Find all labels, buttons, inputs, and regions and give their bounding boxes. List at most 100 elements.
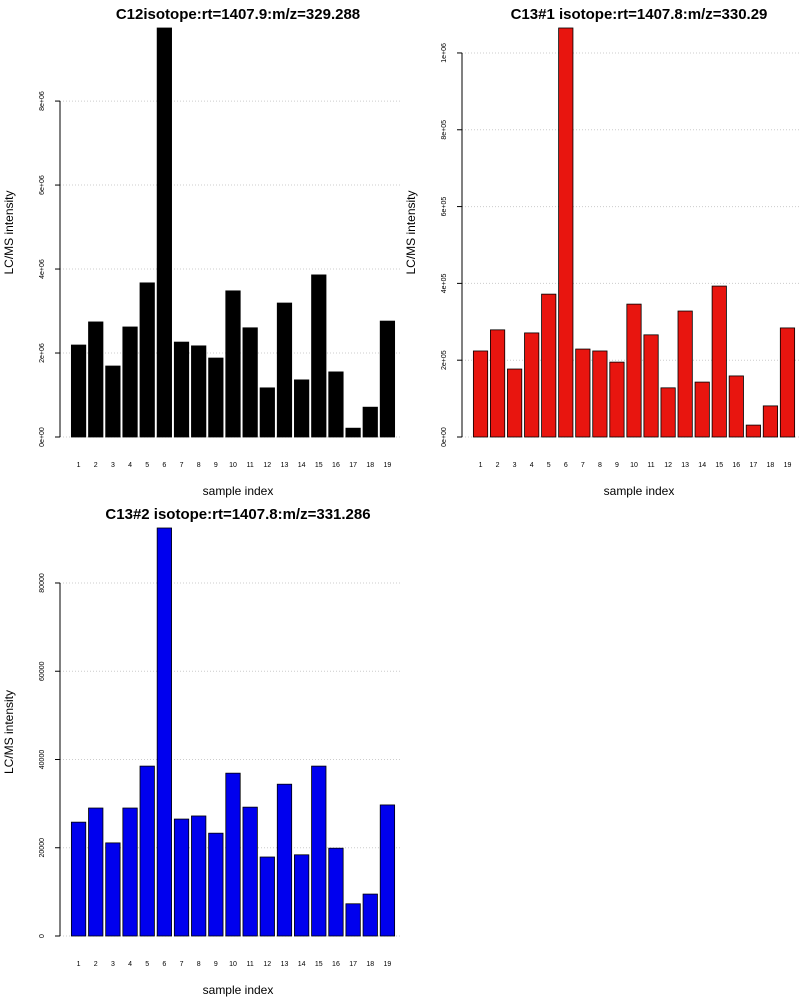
x-tick-label: 5 (547, 462, 551, 469)
bar (362, 893, 378, 937)
x-axis-title: sample index (203, 484, 274, 498)
bar (345, 427, 361, 438)
bar (524, 332, 540, 438)
x-tick-label: 1 (77, 462, 81, 469)
bar (311, 274, 327, 438)
bar (173, 341, 190, 438)
bar (242, 806, 258, 937)
x-tick-label: 7 (180, 961, 184, 968)
bar (694, 381, 710, 438)
x-tick-label: 19 (384, 961, 392, 968)
y-tick-label: 8e+05 (441, 120, 448, 140)
y-tick-label: 8e+06 (39, 91, 46, 111)
bar (105, 365, 121, 438)
x-tick-label: 3 (111, 961, 115, 968)
bar (122, 807, 138, 937)
y-tick-label: 2e+05 (441, 350, 448, 370)
x-tick-label: 11 (247, 961, 254, 968)
y-axis-title: LC/MS intensity (2, 190, 16, 274)
x-tick-label: 18 (366, 462, 374, 469)
bar (362, 406, 378, 438)
bar (276, 302, 293, 438)
x-tick-label: 14 (698, 462, 706, 469)
bar (208, 832, 224, 937)
bar (259, 856, 275, 937)
x-tick-label: 16 (332, 961, 340, 968)
y-axis-title: LC/MS intensity (404, 190, 418, 274)
x-tick-label: 8 (197, 961, 201, 968)
chart-title: C13#2 isotope:rt=1407.8:m/z=331.286 (105, 506, 370, 523)
bar (191, 345, 207, 438)
bar (328, 371, 344, 438)
x-tick-label: 18 (366, 961, 374, 968)
bar (225, 290, 241, 438)
x-tick-label: 17 (349, 961, 357, 968)
x-tick-label: 12 (263, 961, 271, 968)
bar (276, 783, 293, 937)
bar (541, 293, 557, 438)
y-tick-label: 0e+00 (441, 427, 448, 447)
x-tick-label: 3 (513, 462, 517, 469)
bar (575, 348, 591, 438)
x-tick-label: 1 (77, 961, 81, 968)
bar (490, 329, 506, 438)
x-tick-label: 13 (281, 961, 289, 968)
x-axis-title: sample index (203, 983, 274, 997)
x-tick-label: 14 (298, 462, 306, 469)
x-tick-label: 9 (615, 462, 619, 469)
bar (507, 368, 523, 438)
bar (242, 327, 258, 438)
x-tick-label: 9 (214, 961, 218, 968)
y-tick-label: 40000 (39, 750, 46, 770)
bar (294, 379, 310, 438)
bar (728, 375, 744, 438)
x-tick-label: 2 (496, 462, 500, 469)
y-tick-label: 1e+06 (441, 43, 448, 63)
x-tick-label: 11 (247, 462, 254, 469)
x-tick-label: 5 (145, 961, 149, 968)
bar (70, 821, 87, 937)
bar (592, 350, 608, 438)
x-tick-label: 6 (162, 961, 166, 968)
bar (70, 344, 87, 438)
bar (328, 847, 344, 937)
x-tick-label: 7 (180, 462, 184, 469)
x-tick-label: 13 (281, 462, 289, 469)
bar (558, 27, 574, 438)
bar (88, 807, 104, 937)
x-tick-label: 17 (749, 462, 757, 469)
chart-title: C12isotope:rt=1407.9:m/z=329.288 (116, 6, 360, 23)
bar (626, 303, 642, 438)
bar (294, 854, 310, 937)
x-tick-label: 15 (315, 462, 323, 469)
x-tick-label: 4 (128, 961, 132, 968)
x-tick-label: 13 (681, 462, 689, 469)
bar (379, 320, 396, 438)
bar (139, 282, 155, 438)
x-tick-label: 10 (630, 462, 638, 469)
x-axis-title: sample index (604, 484, 675, 498)
x-tick-label: 6 (564, 462, 568, 469)
bar (779, 327, 796, 438)
bar (643, 334, 659, 438)
x-tick-label: 15 (315, 961, 323, 968)
bar (472, 350, 489, 438)
x-tick-label: 5 (145, 462, 149, 469)
bar (660, 387, 676, 438)
bar (609, 361, 625, 438)
bar (122, 326, 138, 438)
x-tick-label: 3 (111, 462, 115, 469)
x-tick-label: 2 (94, 961, 98, 968)
chart-title: C13#1 isotope:rt=1407.8:m/z=330.29 (511, 6, 768, 23)
x-tick-label: 8 (197, 462, 201, 469)
y-tick-label: 4e+05 (441, 273, 448, 293)
x-tick-label: 2 (94, 462, 98, 469)
y-tick-label: 80000 (39, 573, 46, 593)
x-tick-label: 11 (647, 462, 654, 469)
bar (208, 357, 224, 438)
y-tick-label: 0e+00 (39, 427, 46, 447)
bar (173, 818, 190, 937)
bar (311, 765, 327, 937)
bar (711, 285, 727, 438)
